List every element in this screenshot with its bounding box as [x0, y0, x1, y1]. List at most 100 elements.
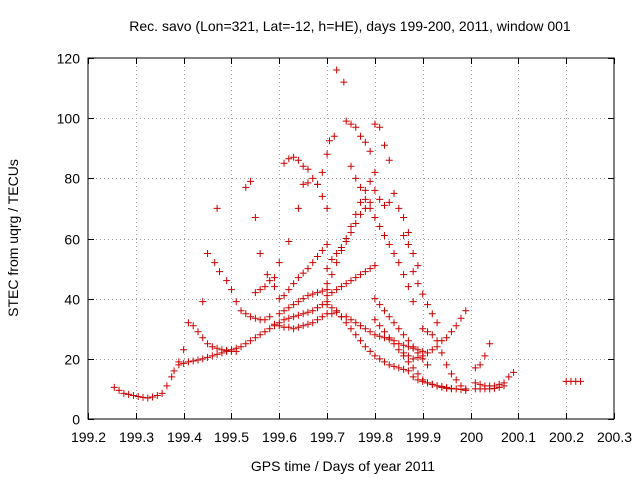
x-tick-label: 199.4 — [167, 429, 202, 445]
data-point — [294, 274, 302, 282]
data-point — [337, 313, 345, 321]
data-point — [328, 304, 336, 312]
data-point — [213, 350, 221, 358]
data-point — [318, 192, 326, 200]
data-point — [208, 343, 216, 351]
x-tick-label: 200 — [460, 429, 484, 445]
data-point — [333, 286, 341, 294]
data-point — [361, 325, 369, 333]
data-point — [438, 383, 446, 391]
data-point — [380, 358, 388, 366]
data-point — [134, 392, 142, 400]
data-point — [270, 274, 278, 282]
data-point — [237, 343, 245, 351]
chart-title: Rec. savo (Lon=321, Lat=-12, h=HE), days… — [129, 18, 571, 34]
data-point — [376, 322, 384, 330]
data-point — [285, 304, 293, 312]
data-point — [333, 307, 341, 315]
data-point — [261, 316, 269, 324]
data-point — [395, 346, 403, 354]
data-point — [352, 219, 360, 227]
data-point — [184, 358, 192, 366]
data-point — [115, 386, 123, 394]
data-point — [168, 373, 176, 381]
data-point — [314, 316, 322, 324]
data-point — [323, 150, 331, 158]
data-point — [342, 117, 350, 125]
data-point — [385, 241, 393, 249]
data-point — [366, 204, 374, 212]
data-point — [199, 298, 207, 306]
data-point — [395, 325, 403, 333]
y-tick-label: 80 — [64, 171, 80, 187]
data-point — [357, 198, 365, 206]
data-point — [314, 289, 322, 297]
data-point — [347, 162, 355, 170]
data-points — [110, 66, 585, 402]
data-point — [153, 392, 161, 400]
data-point — [328, 256, 336, 264]
data-point — [366, 265, 374, 273]
data-point — [299, 310, 307, 318]
data-point — [309, 259, 317, 267]
data-point — [294, 298, 302, 306]
data-point — [433, 382, 441, 390]
data-point — [438, 349, 446, 357]
data-point — [247, 313, 255, 321]
data-point — [424, 349, 432, 357]
data-point — [361, 268, 369, 276]
data-point — [216, 268, 223, 276]
data-point — [366, 198, 374, 206]
data-point — [285, 314, 293, 322]
data-point — [366, 147, 374, 155]
data-point — [263, 271, 271, 279]
y-tick-label: 120 — [57, 51, 81, 67]
data-point — [347, 325, 355, 333]
data-point — [275, 310, 283, 318]
data-point — [404, 337, 412, 345]
data-point — [285, 286, 293, 294]
data-point — [299, 162, 307, 170]
data-point — [342, 319, 350, 327]
y-tick-label: 60 — [64, 232, 80, 248]
data-point — [357, 210, 365, 218]
x-tick-label: 199.6 — [262, 429, 297, 445]
data-point — [337, 283, 345, 291]
data-point — [314, 253, 322, 261]
data-point — [443, 361, 451, 369]
data-point — [204, 340, 212, 348]
data-point — [400, 349, 408, 357]
data-point — [285, 155, 293, 163]
data-point — [251, 314, 259, 322]
data-point — [340, 78, 348, 86]
data-point — [163, 382, 171, 390]
data-point — [256, 250, 264, 258]
data-point — [409, 373, 417, 381]
data-point — [404, 241, 412, 249]
data-point — [299, 322, 307, 330]
data-point — [333, 259, 341, 267]
data-point — [371, 316, 379, 324]
x-tick-label: 200.2 — [549, 429, 584, 445]
data-point — [380, 141, 388, 149]
data-point — [213, 344, 221, 352]
data-point — [414, 376, 422, 384]
data-point — [352, 319, 360, 327]
data-point — [304, 265, 312, 273]
data-point — [328, 271, 336, 279]
data-point — [333, 66, 341, 74]
data-point — [447, 370, 455, 378]
data-point — [376, 123, 384, 131]
y-tick-label: 0 — [72, 412, 80, 428]
data-point — [357, 322, 365, 330]
data-point — [371, 213, 379, 221]
data-point — [462, 385, 470, 393]
data-point — [424, 361, 432, 369]
data-point — [424, 301, 432, 309]
data-point — [361, 343, 369, 351]
data-point — [400, 365, 408, 373]
x-tick-labels: 199.2 199.3 199.4 199.5 199.6 199.7 199.8 199.9… — [71, 429, 632, 445]
data-point — [495, 383, 503, 391]
data-point — [476, 361, 484, 369]
